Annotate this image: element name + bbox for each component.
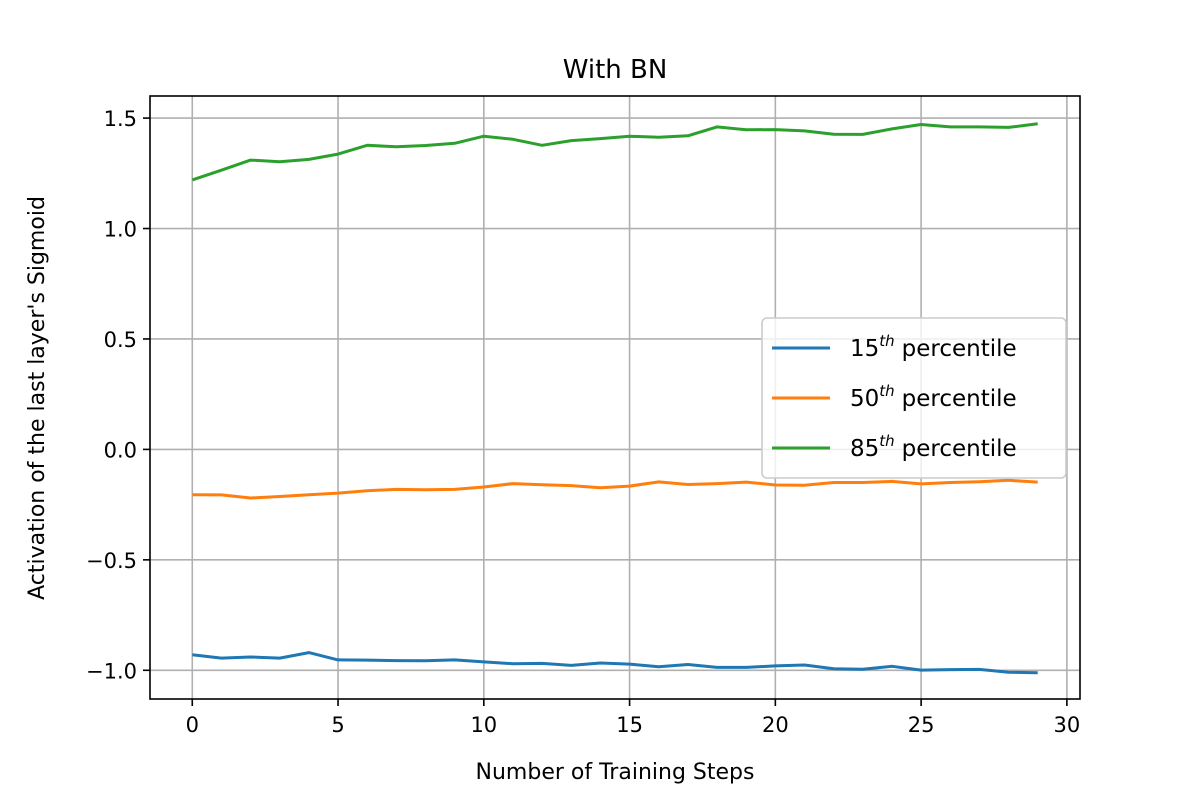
legend-label: 15th percentile — [850, 332, 1017, 362]
legend-entry: 15th percentile — [772, 332, 1017, 362]
plot-frame — [149, 95, 1081, 700]
x-tick-label: 30 — [1054, 713, 1081, 737]
legend-label-number: 50 — [850, 386, 879, 412]
x-tick-label: 10 — [470, 713, 497, 737]
legend-label-superscript: th — [879, 332, 894, 350]
y-tick-label: −0.5 — [86, 549, 137, 573]
legend-label-text: percentile — [902, 436, 1017, 462]
y-tick-label: −1.0 — [86, 659, 137, 683]
series-layer — [191, 122, 1038, 675]
x-axis: 0 5 10 15 20 25 30 — [186, 699, 1081, 737]
legend-label-superscript: th — [879, 432, 894, 450]
legend-label-text: percentile — [902, 386, 1017, 412]
y-tick-label: 1.0 — [104, 218, 137, 242]
x-axis-label: Number of Training Steps — [476, 760, 755, 785]
y-axis-label: Activation of the last layer's Sigmoid — [25, 196, 50, 600]
x-tick-label: 0 — [186, 713, 199, 737]
x-tick-label: 25 — [908, 713, 935, 737]
legend-label-number: 85 — [850, 436, 879, 462]
legend-label-number: 15 — [850, 336, 879, 362]
legend-entry: 50th percentile — [772, 382, 1017, 412]
x-tick-label: 5 — [331, 713, 344, 737]
y-axis: −1.0 −0.5 0.0 0.5 1.0 1.5 — [86, 107, 150, 683]
series-line-85th-percentile — [191, 122, 1038, 182]
legend-entry: 85th percentile — [772, 432, 1017, 462]
series-line-15th-percentile — [192, 651, 1038, 675]
x-tick-label: 15 — [616, 713, 643, 737]
x-tick-label: 20 — [762, 713, 789, 737]
legend-label: 85th percentile — [850, 432, 1017, 462]
legend-label-text: percentile — [902, 336, 1017, 362]
y-tick-label: 0.5 — [104, 328, 137, 352]
legend-label-superscript: th — [879, 382, 894, 400]
series-line-50th-percentile — [192, 478, 1038, 500]
chart-title: With BN — [563, 55, 668, 85]
y-tick-label: 1.5 — [104, 107, 137, 131]
y-tick-label: 0.0 — [104, 438, 137, 462]
legend-label: 50th percentile — [850, 382, 1017, 412]
legend-box — [761, 317, 1067, 479]
